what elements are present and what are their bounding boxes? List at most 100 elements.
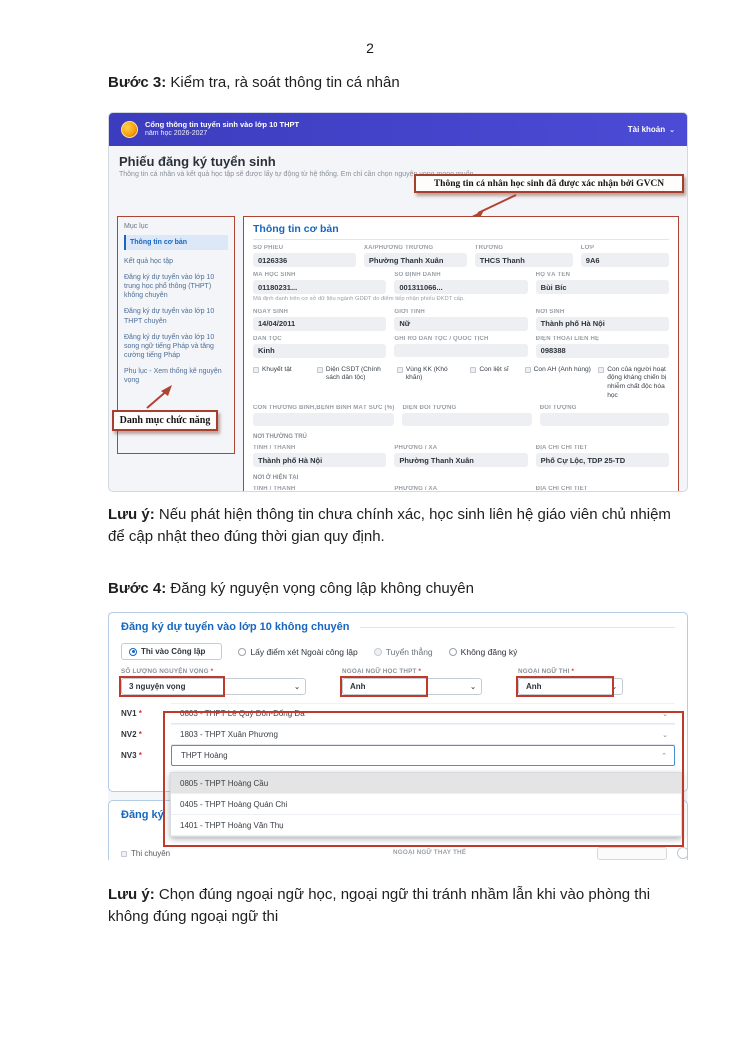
dropdown-option-2[interactable]: 0405 - THPT Hoàng Quán Chi: [171, 794, 681, 815]
required-mark: *: [210, 668, 214, 675]
radio-label: Không đăng ký: [460, 646, 518, 657]
ngoai-ngu-thi-select[interactable]: Anh ⌄: [516, 676, 623, 697]
nv2-select[interactable]: 1803 - THPT Xuân Phương ⌄: [171, 724, 675, 745]
doi-tuong-field[interactable]: [539, 413, 669, 427]
ngoai-ngu-hoc-label: NGOẠI NGỮ HỌC THPT *: [342, 668, 422, 675]
checkbox-label: Khuyết tật: [262, 365, 292, 373]
checkbox-icon: [470, 366, 477, 373]
nv1-row: NV1 * 0803 - THPT Lê Quý Đôn-Đống Đa ⌄: [121, 703, 675, 724]
radio-thi-cong-lap[interactable]: Thi vào Công lập: [121, 643, 223, 660]
sidebar-item-ket-qua-hoc-tap[interactable]: Kết quả học tập: [124, 258, 174, 266]
checkbox-icon: [316, 366, 323, 373]
form-row-6: CON THƯƠNG BINH,BỆNH BINH MẤT SỨC (%) DI…: [253, 400, 669, 427]
ngay-sinh-field[interactable]: 14/04/2011: [253, 316, 387, 331]
so-luong-nguyen-vong-select[interactable]: 3 nguyện vọng ⌄: [119, 676, 306, 697]
field-label: NƠI SINH: [535, 308, 565, 315]
field-label: GIỚI TÍNH: [394, 308, 425, 315]
field-label: GHI RÕ DÂN TỘC / QUỐC TỊCH: [394, 335, 489, 342]
sidebar-item-dang-ky-chuyen[interactable]: Đăng ký dự tuyển vào lớp 10 THPT chuyên: [124, 308, 215, 325]
cutoff-radio-stub[interactable]: [677, 847, 688, 859]
form-page-subtitle: Thông tin cá nhân và kết quả học tập sẽ …: [119, 171, 476, 178]
checkbox-label: Diện CSDT (Chính sách dân tộc): [325, 365, 381, 382]
radio-khong-dang-ky[interactable]: Không đăng ký: [448, 646, 518, 657]
field-label: PHƯỜNG / XÃ: [394, 445, 438, 452]
truong-field[interactable]: THCS Thanh: [474, 253, 573, 267]
dan-toc-field[interactable]: Kinh: [253, 343, 387, 358]
checkbox-con-ah[interactable]: Con AH (Anh hùng): [524, 366, 593, 400]
radio-label: Lấy điểm xét Ngoài công lập: [250, 646, 358, 657]
dropdown-option-3[interactable]: 1401 - THPT Hoàng Văn Thụ: [171, 815, 681, 836]
step3-heading: Bước 3: Kiểm tra, rà soát thông tin cá n…: [108, 72, 683, 94]
note3-text: Nếu phát hiện thông tin chưa chính xác, …: [108, 506, 671, 545]
gioi-tinh-field[interactable]: Nữ: [394, 316, 528, 331]
required-mark: *: [138, 709, 142, 718]
input-value: THPT Hoàng: [181, 751, 228, 760]
radio-icon: [373, 647, 382, 656]
checkbox-icon[interactable]: [121, 850, 127, 857]
radio-ngoai-cong-lap[interactable]: Lấy điểm xét Ngoài công lập: [238, 646, 358, 657]
sidebar-item-phu-luc[interactable]: Phụ lục - Xem thống kê nguyện vọng: [124, 367, 222, 385]
checkbox-con-khang-chien[interactable]: Con của người hoạt động kháng chiến bị n…: [598, 366, 669, 400]
ghi-ro-dan-toc-field[interactable]: [394, 343, 528, 357]
checkbox-icon: [396, 366, 403, 373]
xa-phuong-truong-field[interactable]: Phường Thanh Xuân: [363, 253, 467, 267]
radio-tuyen-thang[interactable]: Tuyển thẳng: [373, 646, 433, 657]
sidebar-item-thong-tin-co-ban[interactable]: Thông tin cơ bản: [124, 235, 228, 251]
noi-thuong-tru-row: TỈNH / THÀNH Thành phố Hà Nội PHƯỜNG / XÃ…: [253, 440, 669, 468]
sidebar-item-dang-ky-khong-chuyen[interactable]: Đăng ký dự tuyển vào lớp 10 trung học ph…: [124, 274, 215, 300]
dien-doi-tuong-field[interactable]: [402, 413, 532, 427]
radio-icon: [238, 647, 247, 656]
con-thuong-binh-field[interactable]: [253, 413, 395, 427]
field-label: TỈNH / THÀNH: [253, 445, 296, 452]
nv3-label: NV3 *: [121, 751, 142, 760]
chevron-down-icon: ⌄: [470, 683, 476, 691]
form-row-4: DÂN TỘC Kinh GHI RÕ DÂN TỘC / QUỐC TỊCH Đ…: [253, 331, 669, 358]
dien-thoai-field[interactable]: 098388: [535, 343, 669, 358]
field-label: TRƯỜNG: [474, 245, 504, 251]
checkbox-dien-csdt[interactable]: Diện CSDT (Chính sách dân tộc): [316, 365, 391, 400]
dropdown-option-1[interactable]: 0805 - THPT Hoàng Cầu: [171, 773, 681, 794]
sidebar-menu: Mục lục Thông tin cơ bản Kết quả học tập…: [117, 216, 235, 454]
required-mark: *: [138, 751, 142, 760]
tt-tinh-field[interactable]: Thành phố Hà Nội: [253, 453, 387, 468]
field-label: XÃ/PHƯỜNG TRƯỜNG: [363, 245, 434, 251]
portal-header-titles: Cổng thông tin tuyển sinh vào lớp 10 THP…: [145, 120, 299, 138]
lop-field[interactable]: 9A6: [580, 253, 669, 267]
field-label: PHƯỜNG / XÃ: [394, 486, 438, 492]
radio-label: Thi vào Công lập: [141, 647, 206, 656]
checkbox-vung-kk[interactable]: Vùng KK (Khó khăn): [396, 366, 465, 400]
registration-title: Đăng ký dự tuyển vào lớp 10 không chuyên: [121, 621, 350, 633]
ho-va-ten-field[interactable]: Bùi Bíc: [535, 280, 669, 294]
registration-type-radios: Thi vào Công lập Lấy điểm xét Ngoài công…: [121, 643, 675, 660]
chevron-down-icon: ⌄: [662, 731, 668, 739]
checkbox-khuyet-tat[interactable]: Khuyết tật: [253, 366, 311, 400]
ngoai-ngu-thi-label: NGOẠI NGỮ THI *: [518, 668, 575, 675]
ma-hoc-sinh-field[interactable]: 01180231...: [253, 280, 387, 294]
page-number: 2: [366, 40, 374, 56]
form-page-title: Phiếu đăng ký tuyển sinh: [119, 154, 276, 169]
field-label: LỚP: [580, 245, 595, 251]
select-value: Anh: [526, 682, 542, 691]
field-label: ĐỐI TƯỢNG: [539, 405, 577, 412]
so-phieu-field[interactable]: 0126336: [253, 253, 356, 267]
nv3-row: NV3 * THPT Hoàng ⌃: [121, 745, 675, 766]
portal-body: Phiếu đăng ký tuyển sinh Thông tin cá nh…: [109, 146, 687, 492]
ngoai-ngu-hoc-select[interactable]: Anh ⌄: [340, 676, 482, 697]
so-dinh-danh-field[interactable]: 001311066...: [394, 280, 528, 294]
nv3-search-input[interactable]: THPT Hoàng ⌃: [171, 745, 675, 766]
so-luong-label: SỐ LƯỢNG NGUYỆN VỌNG *: [121, 668, 214, 675]
account-menu[interactable]: Tài khoản ⌄: [628, 125, 675, 134]
radio-label: Tuyển thẳng: [385, 646, 433, 657]
form-row-2: MÃ HỌC SINH 01180231... SỐ ĐỊNH DANH 00131…: [253, 267, 669, 294]
step4-label: Bước 4:: [108, 580, 167, 597]
radio-icon: [129, 647, 137, 656]
checkbox-con-liet-si[interactable]: Con liệt sĩ: [470, 366, 518, 400]
noi-sinh-field[interactable]: Thành phố Hà Nội: [535, 316, 669, 331]
chevron-down-icon: ⌄: [294, 683, 300, 691]
tt-dia-chi-field[interactable]: Phố Cự Lộc, TDP 25-TD: [535, 453, 669, 468]
nv1-select[interactable]: 0803 - THPT Lê Quý Đôn-Đống Đa ⌄: [171, 703, 675, 724]
tt-phuong-field[interactable]: Phường Thanh Xuân: [394, 453, 528, 468]
field-label: MÃ HỌC SINH: [253, 272, 296, 278]
cutoff-select-stub[interactable]: [597, 847, 667, 860]
sidebar-item-song-ngu-phap[interactable]: Đăng ký dự tuyển vào lớp 10 song ngữ tiế…: [124, 333, 215, 359]
